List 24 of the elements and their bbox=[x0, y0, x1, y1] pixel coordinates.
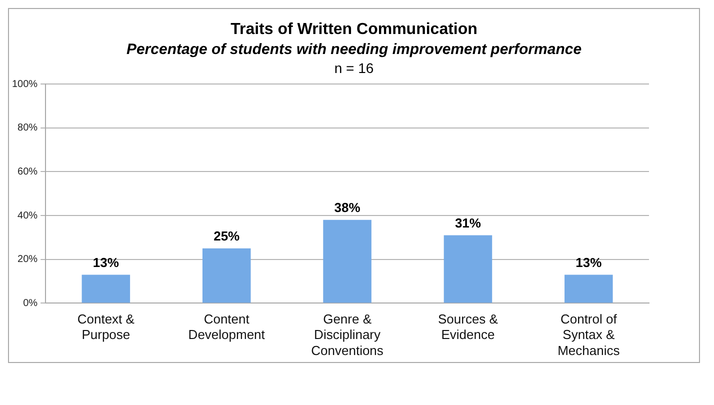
y-tick-label: 100% bbox=[12, 78, 38, 90]
y-tick-label: 60% bbox=[18, 166, 38, 178]
bar bbox=[323, 220, 372, 303]
chart-subtitle: Percentage of students with needing improvement performance bbox=[125, 41, 583, 58]
x-tick-label: Context & Purpose bbox=[77, 312, 135, 342]
x-tick-label: Sources & Evidence bbox=[438, 312, 498, 342]
text: n = 16 bbox=[333, 60, 375, 76]
chart-title: Traits of Written Communication bbox=[230, 21, 478, 39]
bar bbox=[564, 274, 613, 303]
data-label: 31% bbox=[454, 215, 482, 230]
data-label: 38% bbox=[334, 200, 361, 215]
x-tick-label: Content Development bbox=[188, 312, 266, 342]
y-tick-label: 0% bbox=[23, 298, 38, 309]
data-label: 13% bbox=[92, 254, 120, 270]
x-tick-label: Control of Syntax & Mechanics bbox=[558, 312, 620, 358]
y-tick-label: 40% bbox=[18, 210, 38, 222]
x-tick-label: Genre & Disciplinary Conventions bbox=[311, 312, 384, 358]
bar bbox=[82, 274, 130, 303]
data-label: 13% bbox=[576, 254, 602, 270]
y-tick-label: 20% bbox=[18, 254, 38, 266]
bar bbox=[202, 248, 251, 303]
data-label: 25% bbox=[214, 228, 240, 244]
y-tick-label: 80% bbox=[18, 122, 38, 134]
bar bbox=[444, 235, 492, 303]
